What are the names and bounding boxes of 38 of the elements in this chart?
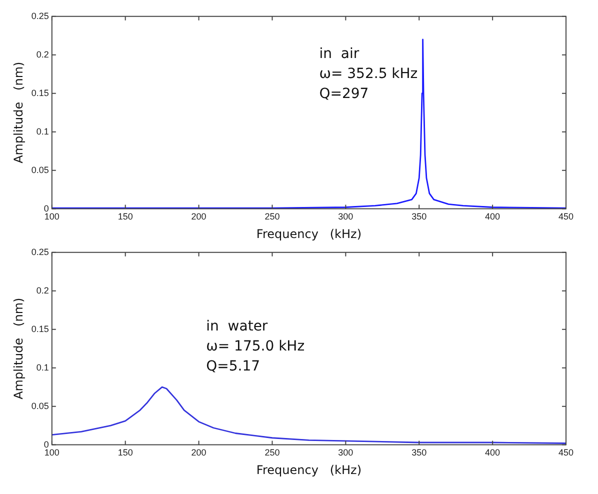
x-tick-label: 400 — [485, 212, 500, 222]
x-tick-label: 150 — [118, 448, 133, 458]
x-tick-label: 450 — [558, 212, 574, 222]
x-tick-label: 250 — [264, 212, 280, 222]
x-tick-label: 150 — [118, 212, 133, 222]
annotation: Q=5.17 — [206, 358, 260, 374]
x-tick-label: 200 — [191, 212, 206, 222]
x-tick-label: 450 — [558, 448, 574, 458]
x-tick-label: 350 — [412, 448, 427, 458]
annotation: ω= 175.0 kHz — [206, 338, 305, 354]
y-tick-label: 0.05 — [31, 164, 49, 175]
x-tick-label: 400 — [485, 448, 500, 458]
annotation: ω= 352.5 kHz — [319, 66, 418, 82]
annotation: in water — [206, 318, 268, 334]
x-tick-label: 100 — [44, 212, 60, 222]
y-tick-label: 0.25 — [31, 10, 49, 21]
y-tick-label: 0.15 — [31, 324, 49, 334]
x-tick-label: 300 — [338, 212, 354, 222]
x-tick-label: 100 — [44, 448, 60, 458]
x-axis-title: Frequency (kHz) — [256, 462, 362, 477]
x-tick-label: 350 — [412, 212, 427, 222]
x-tick-label: 250 — [264, 448, 280, 458]
y-tick-label: 0.05 — [31, 400, 49, 411]
x-tick-label: 300 — [338, 448, 354, 458]
y-tick-label: 0.1 — [36, 362, 49, 372]
y-tick-label: 0 — [44, 203, 49, 214]
annotation: Q=297 — [319, 86, 369, 102]
x-tick-label: 200 — [191, 448, 206, 458]
y-tick-label: 0.15 — [31, 88, 49, 98]
y-axis-title: Amplitude (nm) — [11, 62, 26, 164]
y-tick-label: 0.1 — [36, 126, 49, 136]
y-tick-label: 0 — [44, 439, 49, 450]
y-tick-label: 0.25 — [31, 246, 49, 257]
annotation: in air — [319, 46, 360, 62]
y-tick-label: 0.2 — [36, 285, 49, 296]
x-axis-title: Frequency (kHz) — [256, 226, 362, 241]
y-axis-title: Amplitude (nm) — [11, 298, 26, 400]
y-tick-label: 0.2 — [36, 49, 49, 60]
